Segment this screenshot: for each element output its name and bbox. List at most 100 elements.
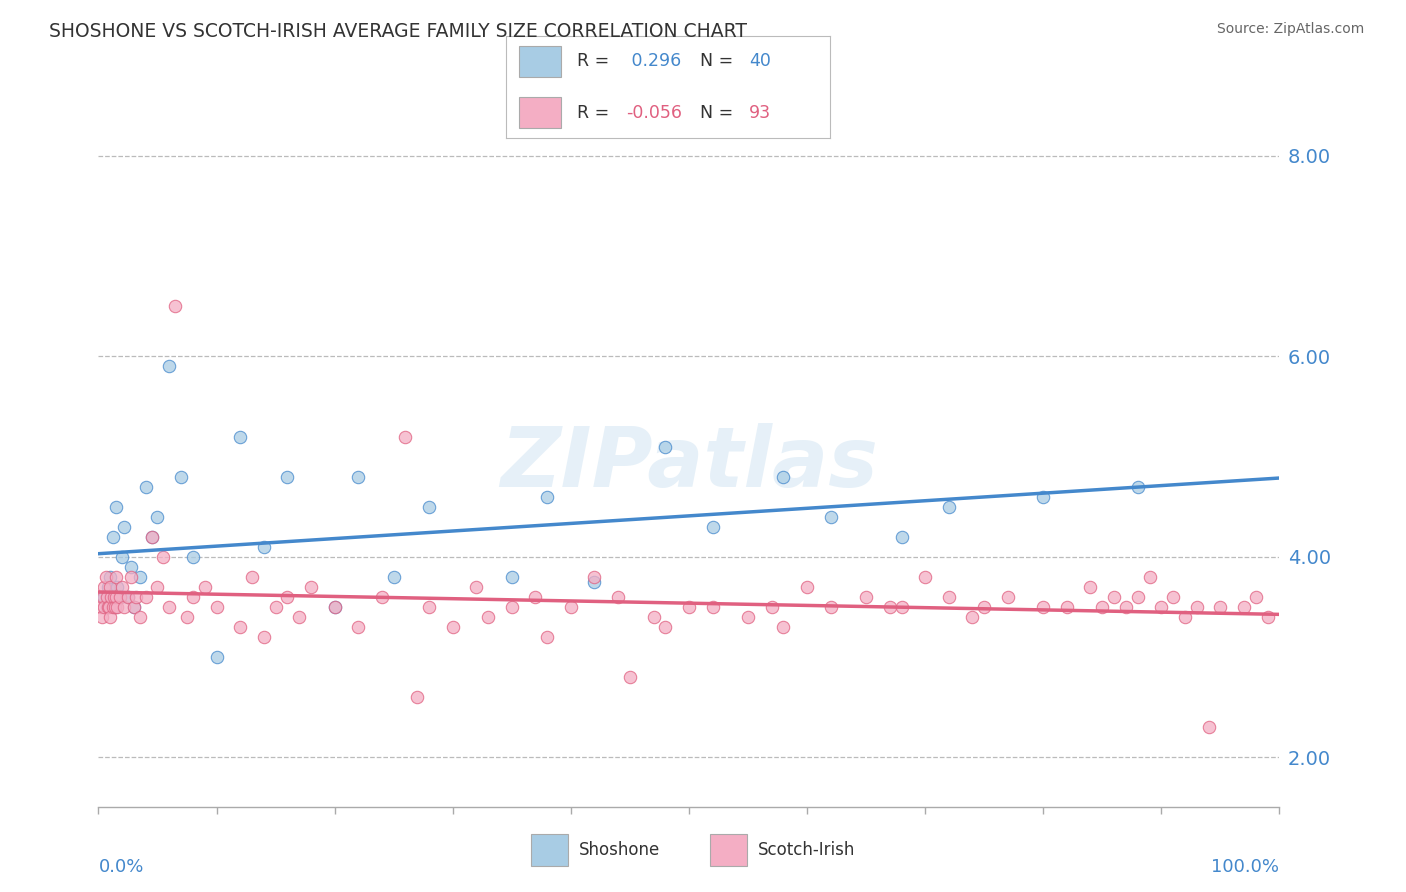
Point: [1244, 590, 1267, 604]
Text: 0.296: 0.296: [626, 53, 681, 70]
Point: [97, 599, 120, 614]
Point: [170, 469, 193, 483]
Point: [108, 590, 131, 604]
Point: [560, 599, 582, 614]
Point: [194, 580, 217, 594]
Point: [299, 580, 322, 594]
Point: [382, 570, 405, 584]
Point: [938, 500, 960, 514]
FancyBboxPatch shape: [710, 833, 747, 865]
Point: [117, 590, 139, 604]
Point: [772, 469, 794, 483]
Point: [229, 620, 252, 634]
Text: SHOSHONE VS SCOTCH-IRISH AVERAGE FAMILY SIZE CORRELATION CHART: SHOSHONE VS SCOTCH-IRISH AVERAGE FAMILY …: [49, 22, 747, 41]
Point: [176, 610, 198, 624]
Point: [371, 590, 394, 604]
Point: [536, 490, 558, 504]
Point: [855, 590, 877, 604]
Point: [146, 580, 169, 594]
Point: [104, 599, 127, 614]
Point: [276, 590, 298, 604]
Point: [418, 500, 440, 514]
Point: [94, 570, 117, 584]
Point: [108, 590, 131, 604]
Point: [654, 440, 676, 454]
Point: [135, 590, 157, 604]
Point: [796, 580, 818, 594]
Point: [1102, 590, 1125, 604]
Point: [962, 610, 984, 624]
Point: [105, 599, 128, 614]
Point: [607, 590, 630, 604]
Point: [524, 590, 547, 604]
Text: N =: N =: [700, 103, 740, 121]
Point: [1032, 599, 1054, 614]
Point: [98, 580, 121, 594]
Point: [772, 620, 794, 634]
FancyBboxPatch shape: [519, 46, 561, 77]
Point: [128, 570, 150, 584]
Text: -0.056: -0.056: [626, 103, 682, 121]
Text: R =: R =: [578, 103, 614, 121]
Point: [146, 509, 169, 524]
Point: [91, 610, 114, 624]
Point: [1139, 570, 1161, 584]
Point: [465, 580, 488, 594]
Point: [96, 590, 118, 604]
Point: [702, 599, 724, 614]
Point: [678, 599, 700, 614]
Text: ZIPatlas: ZIPatlas: [501, 423, 877, 504]
Point: [441, 620, 464, 634]
Point: [1150, 599, 1173, 614]
Point: [997, 590, 1019, 604]
Point: [276, 469, 298, 483]
Point: [141, 530, 163, 544]
Point: [122, 599, 145, 614]
FancyBboxPatch shape: [519, 97, 561, 128]
Point: [253, 630, 276, 644]
Point: [583, 570, 606, 584]
Point: [619, 670, 641, 684]
Point: [141, 530, 163, 544]
Point: [98, 599, 121, 614]
Point: [702, 519, 724, 533]
Point: [761, 599, 783, 614]
Point: [112, 519, 135, 533]
Point: [737, 610, 759, 624]
Point: [205, 650, 228, 665]
Point: [105, 570, 128, 584]
Point: [105, 500, 128, 514]
Point: [1056, 599, 1078, 614]
Point: [1080, 580, 1102, 594]
Point: [105, 580, 128, 594]
Point: [1126, 590, 1149, 604]
Point: [879, 599, 901, 614]
Point: [418, 599, 440, 614]
Point: [112, 599, 135, 614]
Point: [477, 610, 499, 624]
Point: [100, 590, 122, 604]
Point: [152, 549, 174, 564]
Point: [1032, 490, 1054, 504]
Point: [1091, 599, 1114, 614]
Point: [1185, 599, 1208, 614]
Point: [93, 580, 115, 594]
Point: [1209, 599, 1232, 614]
Point: [253, 540, 276, 554]
Point: [135, 480, 157, 494]
Text: Scotch-Irish: Scotch-Irish: [758, 840, 855, 859]
Point: [1198, 720, 1220, 734]
Point: [103, 590, 125, 604]
Point: [501, 599, 523, 614]
Point: [240, 570, 263, 584]
Text: 100.0%: 100.0%: [1212, 858, 1279, 877]
Point: [288, 610, 311, 624]
Point: [157, 359, 180, 374]
Point: [973, 599, 995, 614]
Point: [93, 590, 115, 604]
Point: [125, 590, 148, 604]
Point: [347, 469, 370, 483]
Text: N =: N =: [700, 53, 740, 70]
FancyBboxPatch shape: [531, 833, 568, 865]
Text: 93: 93: [748, 103, 770, 121]
